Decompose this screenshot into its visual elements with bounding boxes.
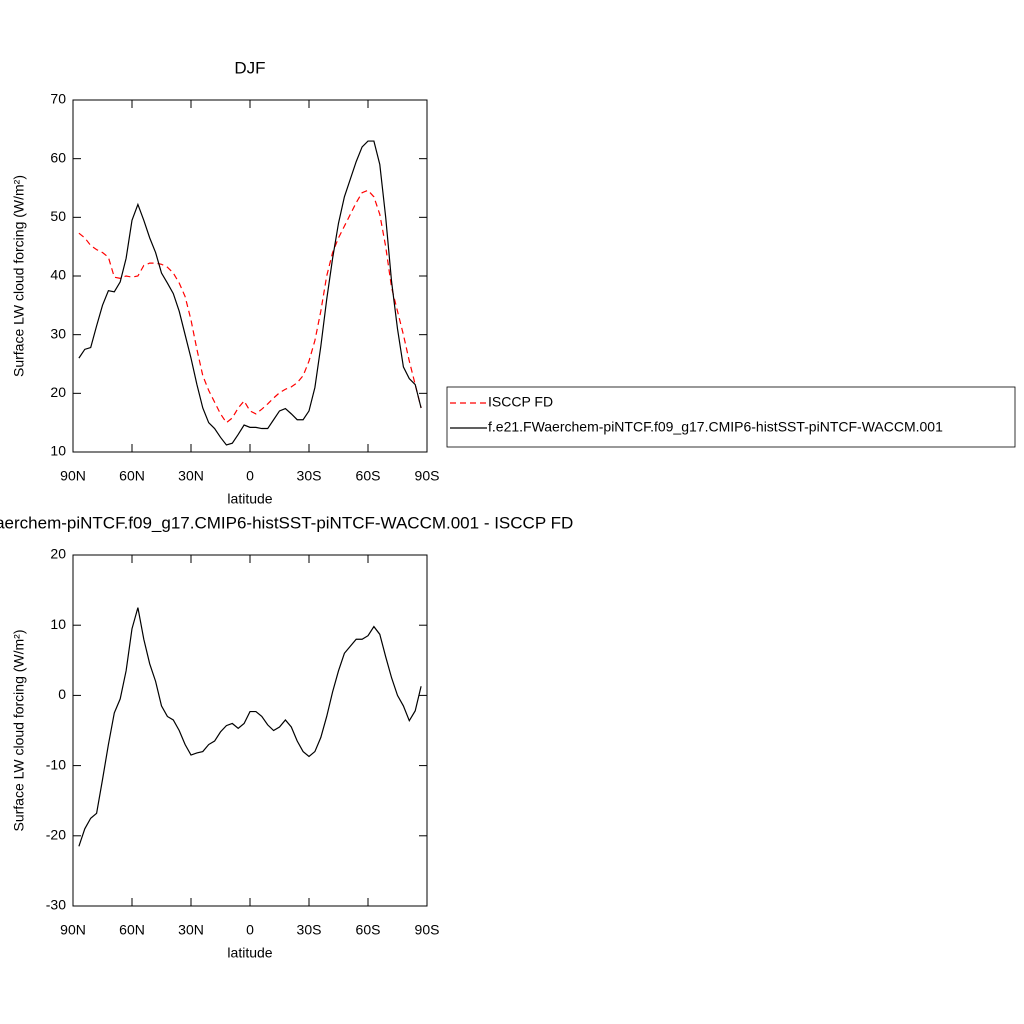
y-tick-label: 50 [50,208,66,224]
y-tick-label: 40 [50,267,66,283]
legend: ISCCP FD f.e21.FWaerchem-piNTCF.f09_g17.C… [446,386,1016,448]
x-tick-label: 0 [246,922,254,938]
data-line [78,189,422,424]
plot-frame [72,554,428,907]
chart-title: f.e21.FWaerchem-piNTCF.f09_g17.CMIP6-his… [0,513,573,532]
x-tick-label: 90S [415,468,440,484]
x-tick-label: 90N [60,468,86,484]
y-axis-label: Surface LW cloud forcing (W/m²) [11,629,27,831]
y-tick-label: 20 [50,546,66,562]
x-tick-label: 60S [356,468,381,484]
y-tick-label: 20 [50,384,66,400]
chart-title: DJF [234,58,265,77]
y-tick-label: 70 [50,91,66,107]
legend-label: f.e21.FWaerchem-piNTCF.f09_g17.CMIP6-his… [488,419,943,435]
y-tick-label: -10 [46,756,66,772]
x-tick-label: 30N [178,922,204,938]
x-tick-label: 90N [60,922,86,938]
x-tick-label: 60N [119,922,145,938]
x-axis-label: latitude [227,491,272,507]
x-tick-label: 60N [119,468,145,484]
y-tick-label: 60 [50,149,66,165]
data-line [78,140,422,446]
y-tick-label: -20 [46,827,66,843]
y-tick-label: 10 [50,443,66,459]
x-tick-label: 30N [178,468,204,484]
y-tick-label: -30 [46,897,66,913]
y-tick-label: 30 [50,325,66,341]
y-tick-label: 10 [50,616,66,632]
legend-label: ISCCP FD [488,394,553,410]
legend-box [446,386,1016,448]
x-tick-label: 30S [297,922,322,938]
x-axis-label: latitude [227,945,272,961]
x-tick-label: 90S [415,922,440,938]
x-tick-label: 30S [297,468,322,484]
y-axis-label: Surface LW cloud forcing (W/m²) [11,175,27,377]
x-tick-label: 60S [356,922,381,938]
x-tick-label: 0 [246,468,254,484]
y-tick-label: 0 [58,686,66,702]
data-line [78,607,422,847]
